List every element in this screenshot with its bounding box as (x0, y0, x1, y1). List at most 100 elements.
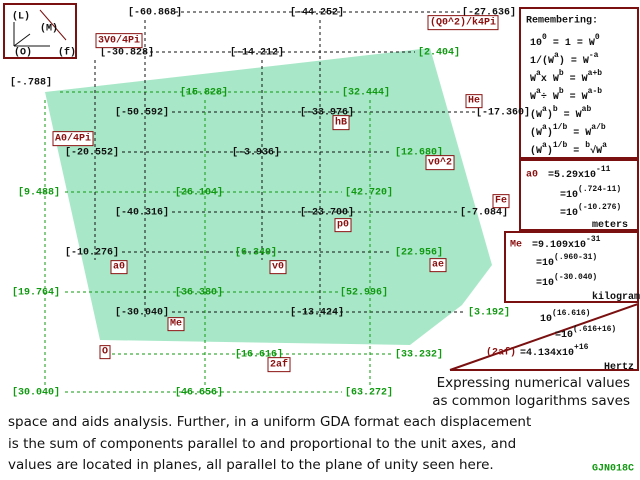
legend-icon-label: (f) (58, 47, 76, 59)
formula: (Wa)1/b = b√Wa (530, 141, 607, 157)
legend-icon-label: (M) (40, 23, 58, 35)
superscript: 0 (542, 33, 547, 42)
panels (449, 7, 639, 371)
label-box (95, 33, 143, 49)
legend-icon (3, 3, 77, 59)
constant-label: a0 (526, 170, 538, 181)
logo: GJN018C (592, 464, 634, 475)
label-box (425, 155, 455, 171)
formula: 1/(Wa) = W-a (530, 51, 599, 67)
formula: 100 = 1 = W0 (530, 33, 600, 49)
superscript: (-10.276) (578, 203, 621, 212)
superscript: a (536, 87, 541, 96)
label-box (269, 260, 287, 275)
formula-part: 10 (530, 38, 542, 49)
plane-label: [46.656] (175, 387, 223, 399)
boxed-label: p0 (337, 220, 349, 231)
plane-label: [52.996] (340, 287, 388, 299)
superscript: a (542, 123, 547, 132)
constant-line: =10(.724-11) (560, 185, 621, 201)
formula-part: = W (567, 128, 591, 139)
grid-label: [-60.868] (128, 7, 182, 19)
grid-label: [-20.552] (65, 147, 119, 159)
formula-part: ) (547, 109, 553, 121)
plane-label: [36.380] (175, 287, 223, 299)
formula-part: Hertz (604, 362, 634, 373)
superscript: 1/b (553, 141, 568, 150)
grid-label: [-10.276] (65, 247, 119, 259)
grid-label: [-14.212] (230, 47, 284, 59)
superscript: a (554, 51, 559, 60)
plane-of-unity (45, 48, 492, 345)
formula-part: (W (530, 145, 542, 157)
superscript: -a (589, 51, 599, 60)
superscript: -31 (586, 235, 601, 244)
superscript: a/b (591, 123, 606, 132)
superscript: (-30.040) (554, 273, 597, 282)
superscript: b (585, 141, 590, 150)
plane-label: [33.232] (395, 349, 443, 361)
superscript: (.616+16) (573, 325, 616, 334)
constant-line: 10(16.616) (540, 309, 590, 325)
formula-part: =10 (536, 258, 554, 269)
formula-part: =9.109x10 (532, 240, 586, 251)
formula: Wa÷ Wb = Wa-b (530, 87, 602, 103)
label-box (427, 15, 499, 31)
grid-label: [-13.424] (290, 307, 344, 319)
plane-label: [15.828] (180, 87, 228, 99)
formula-part: = (567, 146, 585, 157)
legend-icon-label: (O) (14, 47, 32, 59)
formula-part: W (530, 74, 536, 85)
superscript: (16.616) (552, 309, 590, 318)
superscript: -11 (596, 165, 611, 174)
superscript: 0 (595, 33, 600, 42)
grid-label: [-40.316] (115, 207, 169, 219)
constant-line: =10(.616+16) (555, 325, 616, 341)
formula-part: ÷ W (541, 92, 559, 103)
label-box (167, 317, 185, 332)
grid-label: [-.788] (10, 77, 52, 89)
plane-label: [42.720] (345, 187, 393, 199)
formula: (Wa)1/b = Wa/b (530, 123, 606, 139)
superscript: b (553, 105, 558, 114)
formula-part: =5.29x10 (548, 170, 596, 181)
formula-part: =10 (555, 330, 573, 341)
formula-part: √W (590, 145, 602, 157)
superscript: a+b (588, 69, 603, 78)
formula-part: =10 (560, 190, 578, 201)
formula-part: =10 (560, 208, 578, 219)
formula: (Wa)b = Wab (530, 105, 591, 121)
formula-part: =10 (536, 278, 554, 289)
grid-label: [-30.828] (100, 47, 154, 59)
label-box (110, 260, 128, 275)
label-box (99, 345, 111, 360)
constant-line: =4.134x10+16 (520, 343, 589, 359)
superscript: a (536, 69, 541, 78)
grid-label: [-23.700] (300, 207, 354, 219)
constant-line: =10(-30.040) (536, 273, 597, 289)
constant-line: kilograms (592, 291, 640, 303)
caption-line: is the sum of components parallel to and… (8, 436, 516, 452)
superscript: 1/b (553, 123, 568, 132)
formula-part: ) (547, 145, 553, 157)
formula-part: = W (564, 74, 588, 85)
boxed-label: He (468, 96, 480, 107)
formula-part: =4.134x10 (520, 348, 574, 359)
superscript: a (542, 141, 547, 150)
grid-label: [-3.936] (232, 147, 280, 159)
superscript: a (602, 141, 607, 150)
boxed-label: v0 (272, 262, 284, 273)
grid-label: [-17.360] (476, 107, 530, 119)
formula-part: x W (541, 74, 559, 85)
label-box (492, 194, 510, 209)
constant-line: Hertz (604, 362, 634, 373)
boxed-label: O (102, 347, 108, 358)
constant-label: (2af) (486, 347, 516, 359)
boxed-label: 2af (270, 359, 288, 371)
superscript: (.724-11) (578, 185, 621, 194)
plane-label: [9.488] (18, 187, 60, 199)
caption-line: as common logarithms saves (432, 393, 630, 409)
plane-label: [26.104] (175, 187, 223, 199)
superscript: a (542, 105, 547, 114)
grid-lines (44, 11, 475, 393)
